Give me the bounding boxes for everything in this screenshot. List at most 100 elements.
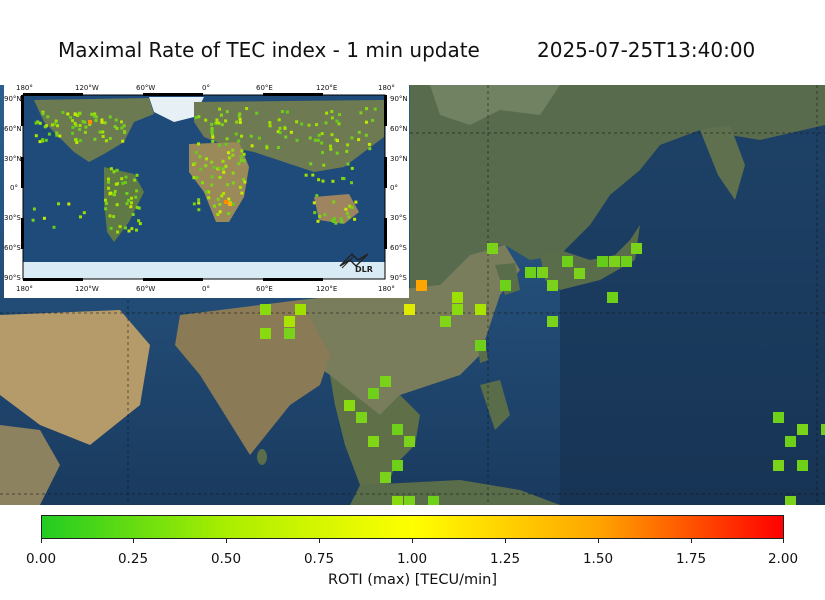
inset-roti-cell — [58, 134, 62, 138]
lon-label-bottom: 60°W — [136, 285, 156, 293]
lon-label-bottom: 120°W — [75, 285, 99, 293]
inset-roti-cell — [210, 160, 214, 164]
roti-cell — [392, 496, 403, 505]
inset-roti-cell — [227, 197, 231, 201]
south-america — [104, 167, 144, 242]
inset-roti-cell — [215, 121, 219, 124]
inset-roti-cell — [335, 151, 339, 155]
inset-roti-cell — [205, 157, 208, 161]
inset-roti-cell — [316, 219, 320, 223]
inset-roti-cell — [94, 115, 98, 119]
north-asia-land — [410, 85, 825, 300]
inset-roti-cell — [193, 161, 197, 165]
inset-roti-cell — [71, 125, 75, 129]
inset-roti-cell — [41, 139, 45, 143]
inset-roti-cell — [334, 221, 338, 225]
inset-roti-cell — [42, 216, 46, 220]
inset-roti-cell — [213, 204, 216, 208]
antarctica — [23, 262, 385, 279]
inset-roti-cell — [313, 138, 317, 142]
roti-cell — [380, 376, 391, 387]
inset-roti-cell — [300, 122, 304, 126]
roti-cell — [785, 436, 796, 447]
inset-roti-cell — [207, 196, 211, 200]
inset-roti-cell — [309, 162, 313, 166]
inset-roti-cell — [368, 147, 372, 151]
inset-roti-cell — [98, 130, 102, 134]
inset-roti-cell — [93, 137, 97, 141]
colorbar-tick-label: 1.00 — [396, 551, 428, 567]
korea — [495, 263, 520, 295]
inset-roti-cell — [373, 107, 377, 111]
chart-title: Maximal Rate of TEC index - 1 min update… — [0, 38, 825, 68]
colorbar-tick — [598, 539, 599, 543]
inset-roti-cell — [344, 207, 348, 211]
colorbar-tick-label: 1.25 — [489, 551, 521, 567]
inset-roti-cell — [123, 131, 127, 135]
inset-roti-cell — [116, 230, 120, 234]
lon-label-top: 60°E — [256, 84, 273, 92]
lat-label-left: 0° — [10, 184, 18, 192]
inset-roti-cell — [210, 175, 214, 179]
roti-cell — [500, 280, 511, 291]
inset-roti-cell — [107, 177, 110, 181]
inset-roti-cell — [238, 117, 242, 121]
inset-roti-cell — [245, 107, 249, 110]
inset-roti-cell — [127, 198, 131, 202]
inset-roti-cell — [265, 146, 269, 150]
inset-roti-cell — [210, 127, 214, 131]
lon-label-bottom: 0° — [202, 285, 210, 293]
inset-roti-cell — [120, 120, 123, 124]
inset-roti-cell — [307, 123, 311, 127]
colorbar-tick — [691, 539, 692, 543]
inset-roti-cell — [321, 179, 325, 183]
inset-roti-cell — [41, 112, 45, 116]
inset-roti-cell — [278, 126, 282, 130]
inset-roti-cell — [255, 111, 259, 115]
inset-roti-cell — [78, 127, 82, 131]
inset-roti-cell — [320, 141, 324, 145]
inset-roti-cell — [238, 112, 242, 116]
inset-roti-cell — [100, 120, 104, 124]
world-inset[interactable]: 180° 120°W 60°W 0° 60°E 120°E 180° 180° … — [4, 82, 409, 298]
inset-roti-cell — [268, 121, 272, 125]
inset-roti-cell — [43, 125, 47, 129]
inset-roti-cell — [350, 136, 354, 140]
inset-roti-cell — [278, 131, 282, 135]
inset-roti-cell — [219, 113, 223, 117]
inset-roti-cell — [100, 118, 104, 122]
inset-roti-cell — [348, 204, 352, 208]
inset-roti-cell — [333, 217, 336, 220]
inset-roti-cell — [231, 171, 235, 175]
inset-roti-cell — [118, 225, 122, 229]
main-map[interactable] — [0, 85, 825, 505]
inset-roti-cell — [81, 120, 85, 124]
roti-cell — [607, 292, 618, 303]
roti-cell — [525, 267, 536, 278]
roti-cell — [631, 243, 642, 254]
inset-roti-cell — [108, 137, 112, 140]
colorbar-tick — [226, 539, 227, 543]
inset-roti-cell — [317, 133, 321, 137]
inset-roti-cell — [313, 211, 317, 215]
inset-roti-cell — [218, 143, 221, 147]
inset-roti-cell — [207, 190, 211, 194]
inset-roti-cell — [330, 133, 334, 137]
lat-label-right: 30°S — [390, 214, 407, 222]
roti-cell — [416, 280, 427, 291]
lat-label-right: 90°N — [390, 95, 408, 103]
inset-roti-cell — [237, 162, 241, 166]
inset-roti-cell — [114, 182, 118, 186]
inset-roti-cell — [93, 112, 97, 116]
inset-roti-cell — [74, 124, 78, 128]
inset-roti-cell — [55, 133, 59, 137]
inset-roti-cell — [340, 220, 344, 224]
inset-roti-cell — [277, 118, 281, 122]
inset-roti-cell — [44, 138, 48, 142]
inset-roti-cell — [217, 121, 221, 125]
inset-roti-cell — [268, 124, 272, 128]
dlr-logo-icon — [339, 253, 369, 269]
inset-roti-cell — [359, 111, 363, 115]
inset-roti-cell — [135, 189, 139, 193]
inset-roti-cell — [324, 121, 328, 125]
